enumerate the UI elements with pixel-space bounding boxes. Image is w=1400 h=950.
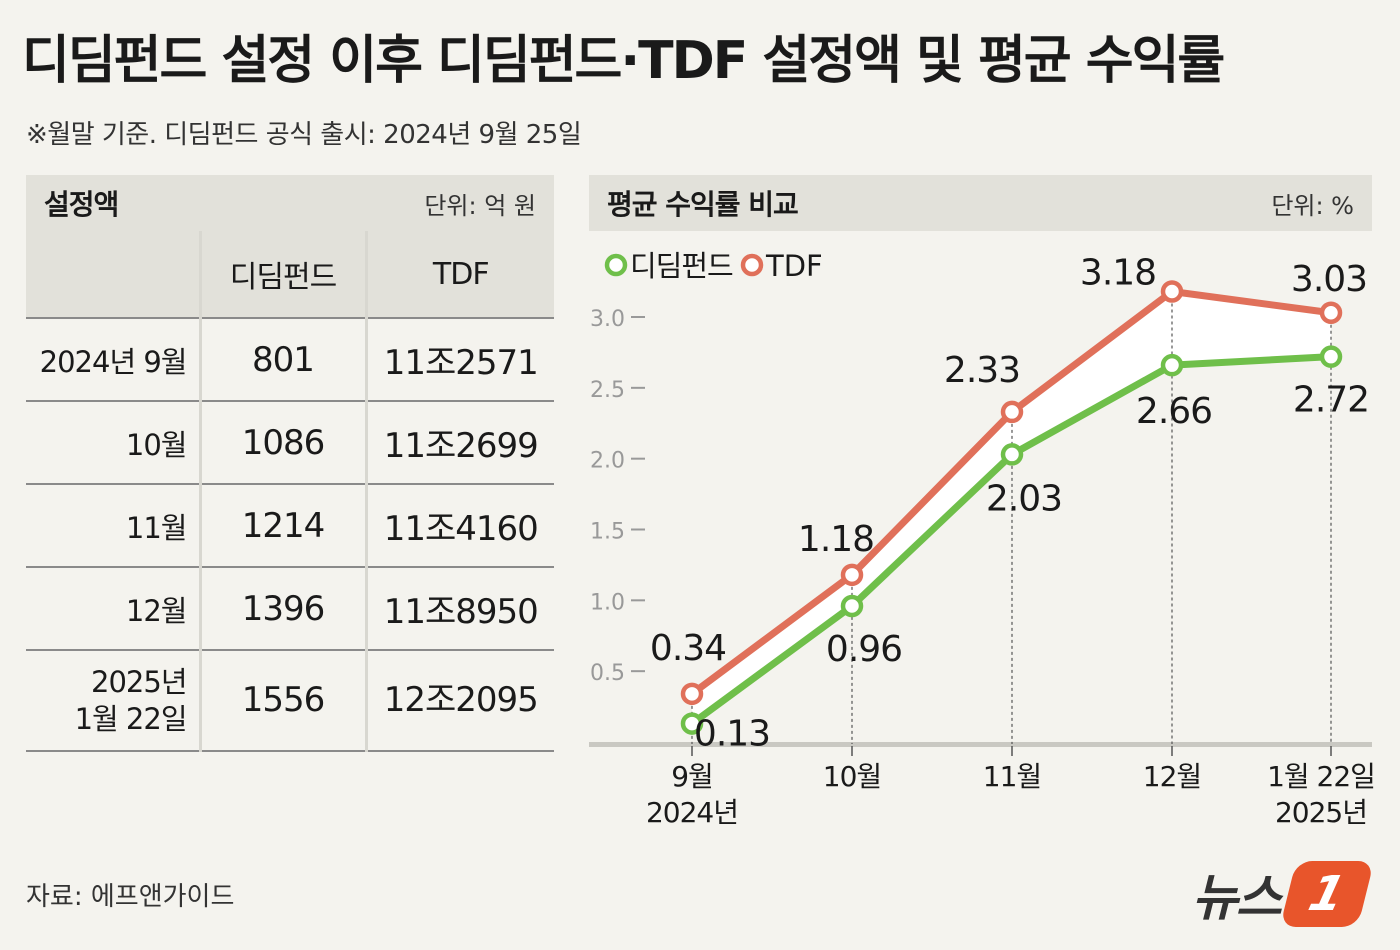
logo-text: 뉴스 [1192,869,1282,927]
data-label-didim: 0.96 [826,629,902,670]
logo-mark-text: 1 [1303,866,1351,922]
x-axis-baseline [589,742,1372,747]
page-subtitle: ※월말 기준. 디딤펀드 공식 출시: 2024년 9월 25일 [26,120,582,150]
table-row: 10월 1086 11조2699 [26,401,554,485]
data-label-tdf: 3.18 [1080,253,1156,294]
table-row: 2024년 9월 801 11조2571 [26,318,554,402]
data-point-tdf [840,563,864,587]
table-row: 12월 1396 11조8950 [26,567,554,651]
table-header-row: 디딤펀드 TDF [26,231,554,319]
data-label-didim: 2.03 [986,478,1062,519]
data-point-didim [1160,353,1184,377]
didim-amount: 1214 [198,484,366,568]
row-label: 11월 [26,484,200,568]
source-note: 자료: 에프앤가이드 [26,882,235,912]
y-tick-label: 1.5 [590,520,625,545]
data-point-didim [1319,345,1343,368]
table-header-cell-empty [26,231,200,319]
logo-mark: 1 [1279,861,1375,927]
x-tick-label: 2025년 [1275,796,1367,829]
data-point-tdf [1160,280,1184,303]
x-tick-label: 10월 [823,760,881,793]
table-header-bar: 설정액 단위: 억 원 [26,175,554,231]
didim-amount: 1396 [198,567,366,651]
y-tick-label: 1.0 [590,590,625,615]
didim-amount: 801 [198,318,366,402]
x-tick-label: 12월 [1143,760,1201,793]
y-tick-label: 0.5 [590,661,625,686]
tdf-amount: 11조2571 [364,318,554,402]
data-point-tdf [1319,301,1343,324]
data-point-tdf [680,682,704,706]
legend-marker-didim [604,253,628,277]
tdf-amount: 12조2095 [364,650,554,752]
data-label-didim: 2.66 [1136,391,1212,432]
didim-amount: 1086 [198,401,366,485]
data-point-didim [840,594,864,618]
table-header-didim: 디딤펀드 [198,231,366,319]
chart-title: 평균 수익률 비교 [607,188,799,221]
tdf-amount: 11조4160 [364,484,554,568]
x-tick-label: 11월 [983,760,1041,793]
legend-label-didim: 디딤펀드 [630,249,733,283]
data-label-didim: 0.13 [694,714,770,755]
chart-header-bar: 평균 수익률 비교 단위: % [589,175,1372,231]
data-label-tdf: 3.03 [1291,259,1367,300]
table-unit: 단위: 억 원 [424,191,536,220]
y-tick-label: 2.5 [590,378,625,403]
table-row: 11월 1214 11조4160 [26,484,554,568]
row-label: 2024년 9월 [26,318,200,402]
news1-logo: 뉴스 1 [1192,858,1375,930]
didim-amount: 1556 [198,650,366,752]
y-tick-label: 2.0 [590,449,625,474]
tdf-amount: 11조2699 [364,401,554,485]
fund-amount-table: 디딤펀드 TDF 2024년 9월 801 11조2571 10월 1086 1… [26,231,554,752]
data-label-tdf: 1.18 [798,519,874,560]
table-header-tdf: TDF [364,231,554,319]
row-label: 2025년 1월 22일 [26,650,200,752]
data-label-tdf: 2.33 [944,350,1020,391]
gap-fill-area [692,291,1331,724]
data-point-didim [1000,443,1024,466]
tdf-amount: 11조8950 [364,567,554,651]
legend-marker-tdf [740,253,764,277]
table-title: 설정액 [44,188,119,221]
row-label: 10월 [26,401,200,485]
y-tick-label: 3.0 [590,307,625,332]
data-point-didim [680,712,704,735]
data-label-didim: 2.72 [1293,380,1369,421]
x-tick-label: 9월 [671,760,713,793]
table-row: 2025년 1월 22일 1556 12조2095 [26,650,554,752]
x-tick-label: 1월 22일 [1267,760,1375,793]
data-label-tdf: 0.34 [650,628,726,669]
chart-unit: 단위: % [1271,191,1354,220]
legend-label-tdf: TDF [765,249,823,283]
page-title: 디딤펀드 설정 이후 디딤펀드·TDF 설정액 및 평균 수익률 [22,31,1225,91]
row-label: 12월 [26,567,200,651]
data-point-tdf [1000,400,1024,424]
x-tick-label: 2024년 [646,796,738,829]
